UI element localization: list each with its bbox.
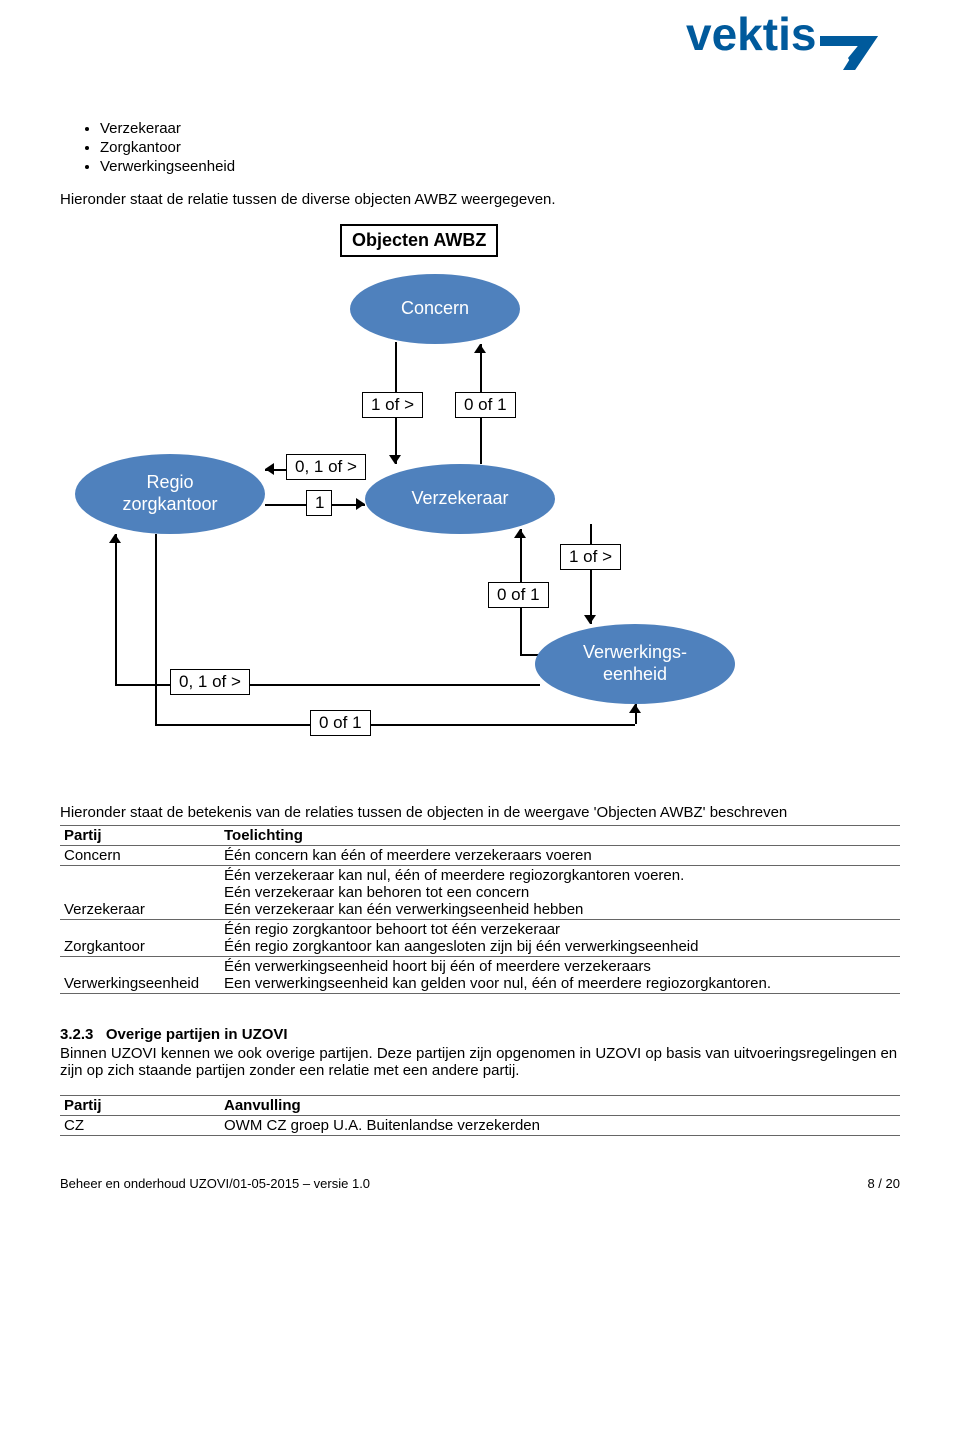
diagram-node-verwerk: Verwerkings-eenheid: [535, 624, 735, 704]
diagram-edge: [590, 524, 592, 624]
table-overige-partijen: Partij Aanvulling CZ OWM CZ groep U.A. B…: [60, 1095, 900, 1136]
arrowhead-icon: [356, 498, 365, 510]
table-intro: Hieronder staat de betekenis van de rela…: [60, 804, 900, 821]
col-header-partij: Partij: [60, 826, 220, 846]
diagram-objecten-awbz: Objecten AWBZ Concern Regiozorgkantoor Verz…: [60, 224, 820, 774]
cardinality-label: 0 of 1: [455, 392, 516, 418]
diagram-node-regio: Regiozorgkantoor: [75, 454, 265, 534]
table-row: VerwerkingseenheidÉén verwerkingseenheid…: [60, 957, 900, 994]
footer-left: Beheer en onderhoud UZOVI/01-05-2015 – v…: [60, 1176, 370, 1191]
table-row: VerzekeraarÉén verzekeraar kan nul, één …: [60, 866, 900, 920]
svg-text:vektis: vektis: [686, 8, 816, 60]
page-footer: Beheer en onderhoud UZOVI/01-05-2015 – v…: [60, 1176, 900, 1191]
arrowhead-icon: [109, 534, 121, 543]
arrowhead-icon: [265, 463, 274, 475]
footer-right: 8 / 20: [867, 1176, 900, 1191]
cell-aanvulling: OWM CZ groep U.A. Buitenlandse verzekerd…: [220, 1116, 900, 1136]
section-number: 3.2.3: [60, 1026, 93, 1043]
table-row: CZ OWM CZ groep U.A. Buitenlandse verzek…: [60, 1116, 900, 1136]
table-row: ConcernÉén concern kan één of meerdere v…: [60, 846, 900, 866]
cell-toelichting: Één concern kan één of meerdere verzeker…: [220, 846, 900, 866]
diagram-node-concern: Concern: [350, 274, 520, 344]
arrowhead-icon: [514, 529, 526, 538]
cardinality-label: 0 of 1: [488, 582, 549, 608]
diagram-title: Objecten AWBZ: [340, 224, 498, 257]
cardinality-label: 1 of >: [560, 544, 621, 570]
section-body: Binnen UZOVI kennen we ook overige parti…: [60, 1045, 900, 1079]
cell-partij: Verzekeraar: [60, 866, 220, 920]
arrowhead-icon: [629, 704, 641, 713]
bullet-item: Verzekeraar: [100, 120, 900, 137]
bullet-item: Zorgkantoor: [100, 139, 900, 156]
col-header-toelichting: Toelichting: [220, 826, 900, 846]
cell-toelichting: Één verzekeraar kan nul, één of meerdere…: [220, 866, 900, 920]
cell-partij: CZ: [60, 1116, 220, 1136]
cell-toelichting: Één verwerkingseenheid hoort bij één of …: [220, 957, 900, 994]
table-relaties: Partij Toelichting ConcernÉén concern ka…: [60, 825, 900, 994]
intro-paragraph: Hieronder staat de relatie tussen de div…: [60, 191, 900, 208]
arrowhead-icon: [474, 344, 486, 353]
section-title: Overige partijen in UZOVI: [106, 1026, 288, 1043]
cardinality-label: 1 of >: [362, 392, 423, 418]
section-heading: 3.2.3 Overige partijen in UZOVI: [60, 1026, 900, 1043]
diagram-node-verzekeraar: Verzekeraar: [365, 464, 555, 534]
bullet-item: Verwerkingseenheid: [100, 158, 900, 175]
cardinality-label: 0, 1 of >: [286, 454, 366, 480]
cell-partij: Concern: [60, 846, 220, 866]
col-header-partij: Partij: [60, 1096, 220, 1116]
diagram-edge: [115, 534, 117, 684]
bullet-list: Verzekeraar Zorgkantoor Verwerkingseenhe…: [60, 120, 900, 175]
cell-partij: Verwerkingseenheid: [60, 957, 220, 994]
diagram-edge: [155, 534, 157, 724]
cardinality-label: 0 of 1: [310, 710, 371, 736]
diagram-edge: [155, 724, 635, 726]
table-row: ZorgkantoorÉén regio zorgkantoor behoort…: [60, 920, 900, 957]
cell-partij: Zorgkantoor: [60, 920, 220, 957]
page: vektis Verzekeraar Zorgkantoor Verwerkin…: [0, 0, 960, 1231]
col-header-aanvulling: Aanvulling: [220, 1096, 900, 1116]
cardinality-label: 1: [306, 490, 332, 516]
cell-toelichting: Één regio zorgkantoor behoort tot één ve…: [220, 920, 900, 957]
arrowhead-icon: [389, 455, 401, 464]
vektis-logo: vektis: [680, 8, 900, 83]
arrowhead-icon: [584, 615, 596, 624]
cardinality-label: 0, 1 of >: [170, 669, 250, 695]
